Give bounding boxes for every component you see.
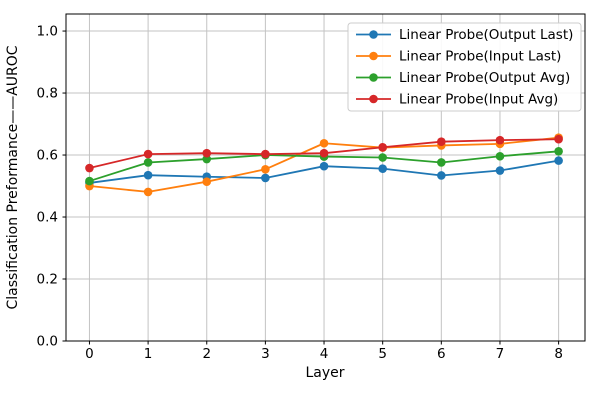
y-tick-label: 0.6 [37,148,58,164]
data-series [85,133,563,197]
y-tick-label: 0.2 [37,272,58,288]
x-axis-label: Layer [305,365,344,381]
legend: Linear Probe(Output Last) Linear Probe(In… [347,22,582,112]
data-point-marker [378,142,387,152]
legend-item-label: Linear Probe(Output Avg) [399,70,570,86]
y-tick-label: 0.4 [37,210,58,226]
data-point-marker [378,153,387,162]
x-tick-label: 8 [554,346,563,362]
data-point-marker [437,137,446,147]
data-point-marker [202,177,212,186]
data-point-marker [378,164,387,173]
data-point-marker [143,158,153,167]
x-tick-label: 6 [437,346,446,362]
legend-marker [369,94,378,104]
data-point-marker [143,170,153,180]
data-point-marker [319,148,329,158]
data-point-marker [437,171,446,180]
x-tick-label: 4 [320,346,329,362]
legend-item-3: Linear Probe(Input Avg) [356,92,558,108]
x-tick-label: 1 [144,346,153,362]
data-point-marker [85,176,94,186]
plot-border [65,13,586,342]
series-3 [85,134,563,173]
data-point-marker [319,138,329,148]
legend-box [347,22,582,112]
data-point-marker [85,163,94,173]
data-point-marker [143,187,153,197]
legend-item-0: Linear Probe(Output Last) [356,27,573,43]
data-point-marker [261,149,270,159]
legend-marker [369,51,378,61]
data-point-marker [437,158,446,167]
data-point-marker [495,151,505,161]
data-point-marker [261,173,270,183]
legend-marker [369,73,378,82]
data-point-marker [554,156,563,165]
x-tick-label: 5 [378,346,387,362]
axis-ticks: 0 1 2 3 4 5 6 7 8 0.0 0.2 0.4 0.6 0.8 1.0 [37,24,563,362]
data-point-marker [202,148,212,158]
x-tick-label: 2 [202,346,211,362]
data-point-marker [143,149,153,159]
legend-item-1: Linear Probe(Input Last) [356,49,561,65]
axes-frame [65,13,586,342]
y-tick-label: 1.0 [37,24,58,40]
data-point-marker [495,135,505,145]
legend-marker [369,30,378,39]
legend-item-2: Linear Probe(Output Avg) [356,70,570,86]
y-tick-label: 0.0 [37,334,58,350]
data-point-marker [319,161,329,171]
data-point-marker [554,147,563,156]
data-point-marker [495,166,505,175]
legend-item-label: Linear Probe(Input Last) [399,49,561,65]
data-point-marker [202,154,212,164]
x-tick-label: 3 [261,346,270,362]
x-tick-label: 7 [496,346,505,362]
data-point-marker [554,134,563,144]
x-tick-label: 0 [85,346,94,362]
y-axis-label: Classification Preformance——AUROC [5,45,21,309]
data-point-marker [261,164,270,174]
legend-item-label: Linear Probe(Output Last) [399,27,573,43]
y-tick-label: 0.8 [37,86,58,102]
legend-item-label: Linear Probe(Input Avg) [399,92,558,108]
